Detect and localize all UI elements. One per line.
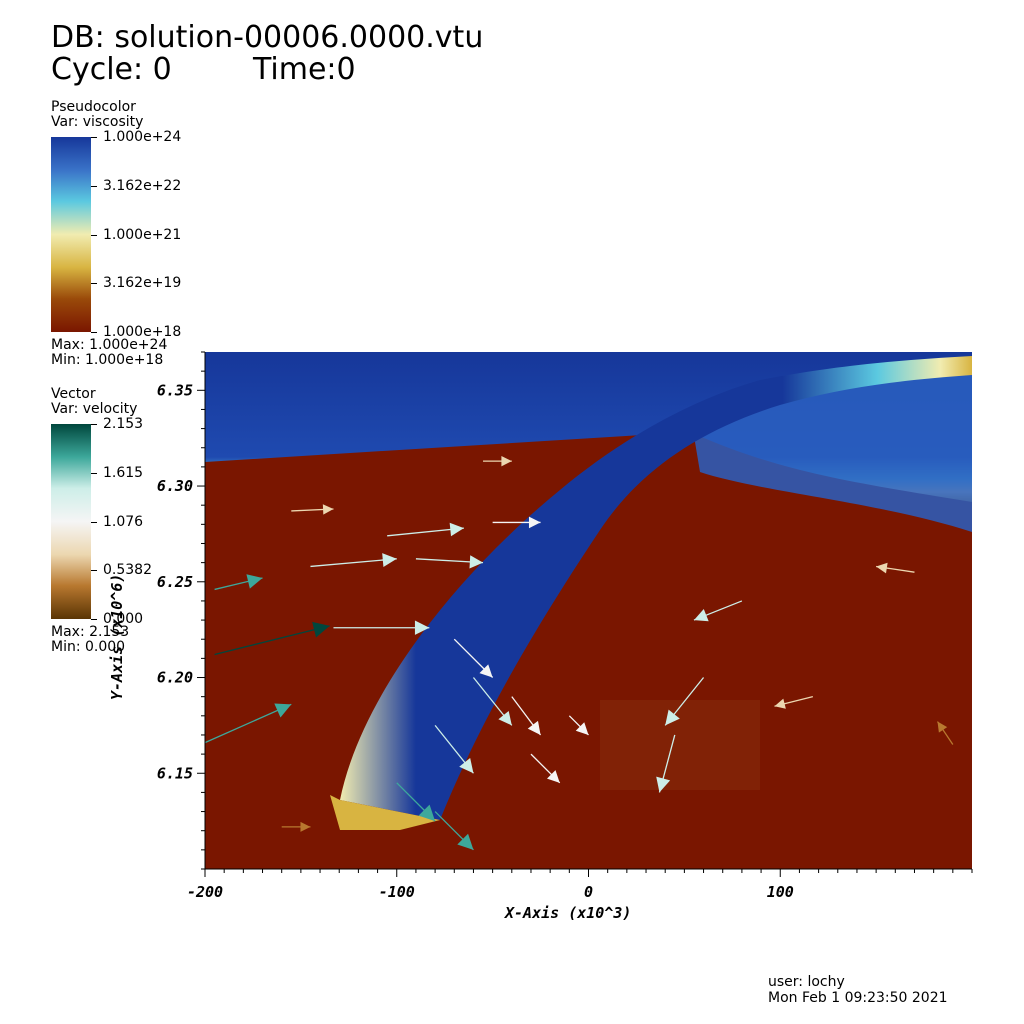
velocity-arrowhead [246,574,263,589]
velocity-arrowhead [498,710,512,726]
vector-tick-mark [91,521,97,523]
vector-max: Max: 2.153 [51,624,130,640]
velocity-arrowhead [274,703,292,718]
y-tick-label: 6.30 [157,477,193,495]
pseudocolor-tick-mark [91,137,97,138]
mantle-patch [600,700,760,790]
slab-tip [330,795,440,830]
velocity-arrowhead [457,833,474,850]
footer-user: user: lochy [768,974,845,990]
subducting-slab [340,356,972,820]
vector-tick-label: 1.076 [103,513,144,530]
vector-legend-var: Var: velocity [51,401,138,417]
time-label: Time:0 [253,52,356,87]
velocity-arrowhead [459,757,474,774]
pseudocolor-tick-label: 1.000e+24 [103,129,182,145]
pseudocolor-tick-label: 1.000e+21 [103,226,182,243]
pseudocolor-legend-title: Pseudocolor [51,99,136,115]
velocity-arrowhead [575,722,589,735]
velocity-arrowhead [449,522,464,537]
velocity-vectors [204,455,954,851]
pseudocolor-tick-label: 3.162e+19 [103,275,182,292]
vector-legend-title: Vector [51,386,96,402]
y-tick-label: 6.15 [157,764,193,782]
pseudocolor-legend-var: Var: viscosity [51,114,144,130]
velocity-arrowhead [693,609,709,622]
vector-tick-mark [91,424,97,425]
velocity-arrowhead [418,804,436,822]
velocity-arrowhead [774,698,786,709]
y-tick-label: 6.35 [157,381,193,399]
velocity-arrowhead [665,709,680,726]
velocity-vector [214,625,330,656]
vector-tick-mark [91,619,97,620]
velocity-arrowhead [469,555,484,569]
vector-tick-label: 1.615 [103,464,144,481]
velocity-arrowhead [479,664,493,678]
velocity-arrowhead [876,562,888,574]
y-tick-label: 6.20 [157,669,193,687]
velocity-arrowhead [528,516,541,529]
velocity-arrowhead [322,504,334,515]
velocity-vector [310,558,397,568]
pseudocolor-tick-label: 1.000e+18 [103,324,182,340]
velocity-arrowhead [501,455,512,467]
pseudocolor-tick-label: 3.162e+22 [103,177,182,194]
y-axis-label: Y-Axis (x10^6) [108,573,126,700]
x-tick-label: -200 [187,883,223,901]
velocity-arrowhead [300,821,311,832]
pseudocolor-max: Max: 1.000e+24 [51,337,168,353]
x-tick-label: 100 [767,883,794,901]
velocity-vector [204,703,292,744]
vector-colorbar [51,424,91,619]
velocity-arrowhead [527,720,541,735]
vector-min: Min: 0.000 [51,639,126,655]
pseudocolor-tick-mark [91,332,97,333]
vector-tick-mark [91,570,97,572]
x-axis-label: X-Axis (x10^3) [505,904,632,922]
vector-tick-label: 0.5382 [103,562,152,579]
pseudocolor-tick-mark [91,283,97,285]
vector-tick-label: 0.000 [103,611,144,627]
velocity-arrowhead [312,621,330,638]
pseudocolor-colorbar [51,137,91,332]
velocity-arrowhead [382,553,397,568]
velocity-arrowhead [547,770,560,783]
y-tick-label: 6.25 [157,573,193,591]
x-tick-label: 0 [584,883,593,901]
pseudocolor-tick-mark [91,234,97,236]
vector-tick-label: 2.153 [103,416,144,432]
velocity-arrowhead [656,776,671,793]
cycle-label: Cycle: 0 [51,52,172,87]
pseudocolor-tick-mark [91,185,97,187]
pseudocolor-min: Min: 1.000e+18 [51,352,164,368]
vector-tick-mark [91,472,97,474]
velocity-arrowhead [414,620,430,635]
velocity-arrowhead [937,721,948,733]
footer-date: Mon Feb 1 09:23:50 2021 [768,990,948,1006]
x-tick-label: -100 [379,883,415,901]
db-filename: DB: solution-00006.0000.vtu [51,20,484,55]
